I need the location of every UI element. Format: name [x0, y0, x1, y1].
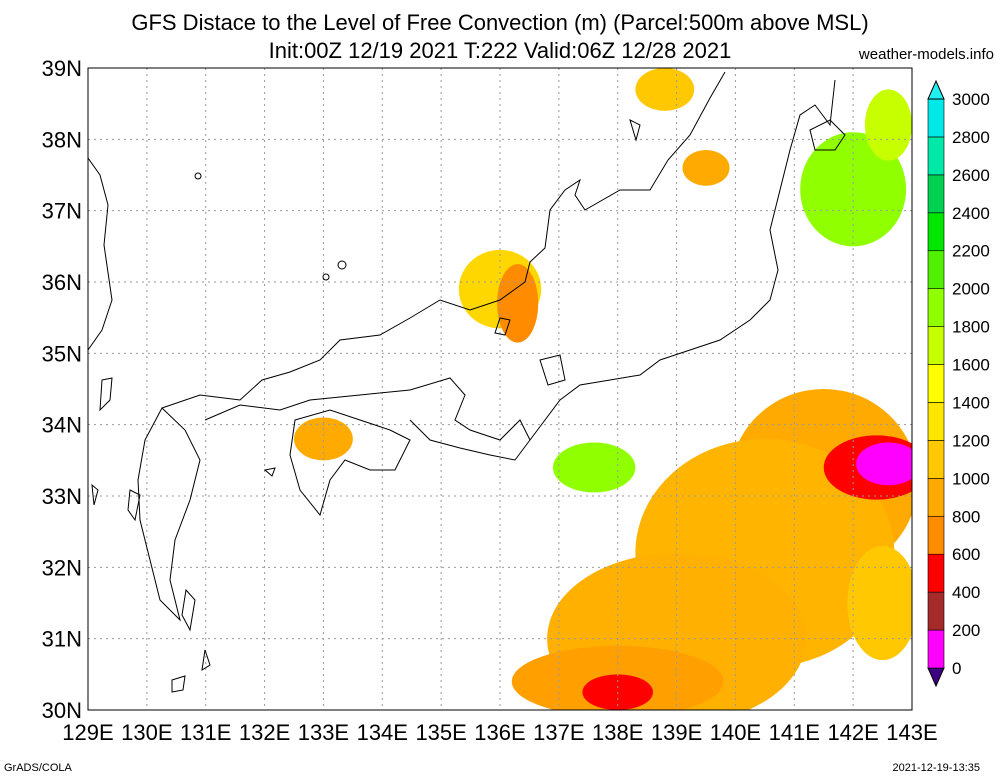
- longitude-tick-label: 138E: [592, 720, 643, 745]
- colorbar-level-label: 400: [952, 583, 980, 602]
- latitude-tick-label: 30N: [42, 698, 82, 723]
- colorbar-swatch: [927, 136, 945, 176]
- longitude-tick-label: 139E: [651, 720, 702, 745]
- footer-software-label: GrADS/COLA: [4, 762, 72, 774]
- shaded-region: [847, 545, 912, 661]
- colorbar-swatch: [927, 288, 945, 327]
- latitude-tick-label: 39N: [42, 56, 82, 81]
- longitude-tick-label: 134E: [357, 720, 408, 745]
- latitude-labels: 30N 31N 32N 33N 34N 35N 36N 37N 38N 39N: [42, 56, 82, 723]
- colorbar-min-arrow: [927, 667, 945, 688]
- colorbar-level-label: 2400: [952, 204, 990, 223]
- colorbar-level-label: 1200: [952, 431, 990, 450]
- map-title-line1: GFS Distace to the Level of Free Convect…: [131, 10, 869, 35]
- longitude-tick-label: 143E: [886, 720, 937, 745]
- colorbar-swatch: [927, 553, 945, 593]
- latitude-tick-label: 33N: [42, 484, 82, 509]
- colorbar-level-label: 200: [952, 621, 980, 640]
- longitude-labels: 129E 130E 131E 132E 133E 134E 135E 136E 137E 138E…: [62, 720, 937, 745]
- shaded-region: [635, 68, 695, 111]
- coastlines: [88, 71, 846, 693]
- map-title-line2: Init:00Z 12/19 2021 T:222 Valid:06Z 12/2…: [268, 38, 732, 63]
- colorbar-swatch: [927, 591, 945, 631]
- colorbar-level-label: 2000: [952, 280, 990, 299]
- colorbar-swatch: [927, 478, 945, 517]
- colorbar-level-label: 0: [952, 659, 961, 678]
- colorbar: 0 200 400 600 800 1000 1200 1400 1600 1800 2000 220…: [927, 79, 990, 688]
- latitude-tick-label: 32N: [42, 555, 82, 580]
- colorbar-max-arrow: [927, 79, 945, 100]
- longitude-tick-label: 131E: [180, 720, 231, 745]
- shaded-region: [682, 150, 730, 186]
- colorbar-swatch: [927, 98, 945, 138]
- longitude-tick-label: 141E: [769, 720, 820, 745]
- shaded-region: [856, 442, 912, 486]
- colorbar-swatch: [927, 402, 945, 441]
- colorbar-level-label: 1000: [952, 469, 990, 488]
- colorbar-swatch: [927, 326, 945, 365]
- latitude-tick-label: 37N: [42, 199, 82, 224]
- colorbar-level-label: 1600: [952, 356, 990, 375]
- latitude-tick-label: 31N: [42, 627, 82, 652]
- colorbar-swatch: [927, 212, 945, 252]
- latitude-tick-label: 38N: [42, 127, 82, 152]
- colorbar-level-label: 1800: [952, 318, 990, 337]
- colorbar-level-label: 3000: [952, 90, 990, 109]
- longitude-tick-label: 140E: [710, 720, 761, 745]
- colorbar-level-label: 600: [952, 545, 980, 564]
- colorbar-level-label: 800: [952, 507, 980, 526]
- shaded-region: [294, 417, 353, 461]
- latitude-tick-label: 35N: [42, 341, 82, 366]
- colorbar-level-label: 2800: [952, 128, 990, 147]
- shaded-region: [864, 89, 912, 161]
- colorbar-swatch: [927, 440, 945, 479]
- longitude-tick-label: 137E: [533, 720, 584, 745]
- colorbar-swatch: [927, 250, 945, 289]
- longitude-tick-label: 136E: [474, 720, 525, 745]
- colorbar-level-label: 2600: [952, 166, 990, 185]
- colorbar-swatch: [927, 174, 945, 214]
- longitude-tick-label: 129E: [62, 720, 113, 745]
- colorbar-swatch: [927, 515, 945, 555]
- longitude-tick-label: 135E: [415, 720, 466, 745]
- longitude-tick-label: 130E: [121, 720, 172, 745]
- longitude-tick-label: 142E: [827, 720, 878, 745]
- footer-timestamp: 2021-12-19-13:35: [892, 762, 980, 774]
- latitude-tick-label: 36N: [42, 270, 82, 295]
- colorbar-level-label: 1400: [952, 393, 990, 412]
- shaded-region: [497, 264, 539, 343]
- colorbar-swatch: [927, 629, 945, 669]
- colorbar-level-label: 2200: [952, 242, 990, 261]
- longitude-tick-label: 133E: [298, 720, 349, 745]
- plot-frame: [87, 67, 913, 711]
- shaded-region: [552, 442, 636, 493]
- latitude-tick-label: 34N: [42, 413, 82, 438]
- colorbar-swatch: [927, 364, 945, 403]
- longitude-tick-label: 132E: [239, 720, 290, 745]
- source-label: weather-models.info: [858, 46, 994, 63]
